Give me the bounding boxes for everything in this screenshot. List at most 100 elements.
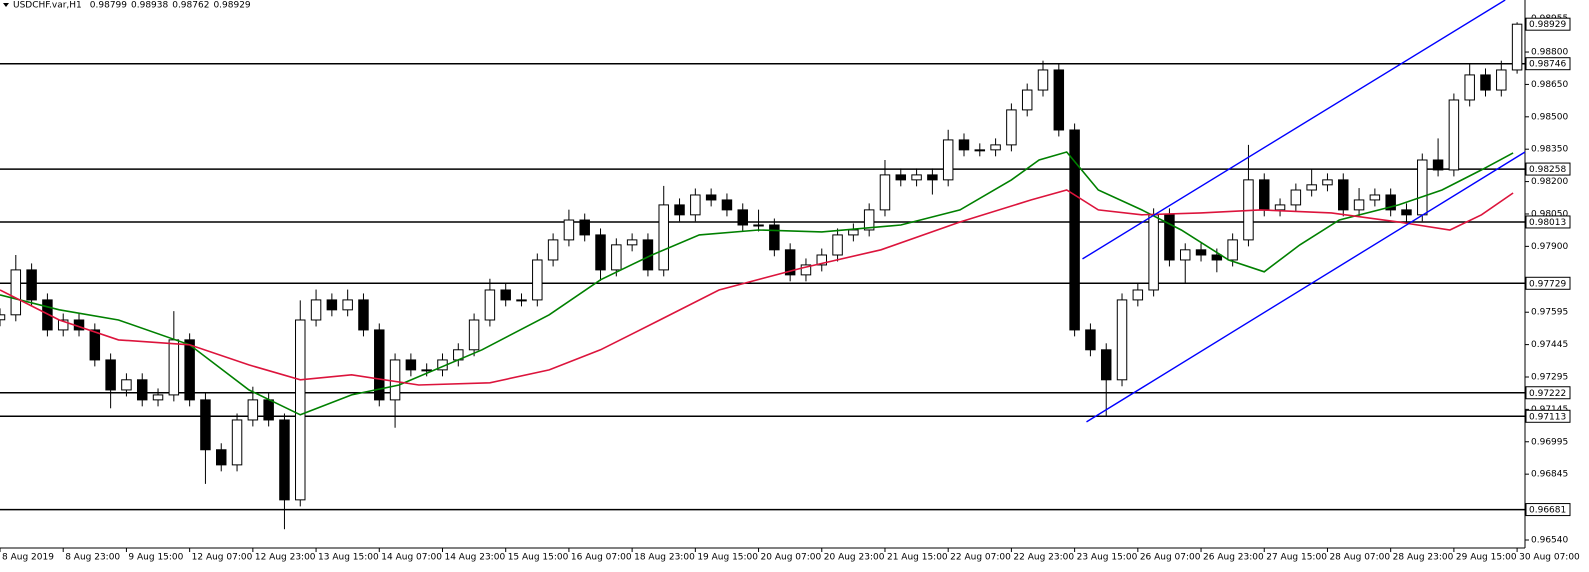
candle-body <box>1195 249 1207 256</box>
candle-body <box>1448 99 1460 171</box>
y-tick-label: 0.97595 <box>1531 308 1568 318</box>
moving-average <box>0 151 1514 416</box>
last-price-box <box>1525 17 1571 31</box>
level-label: 0.98013 <box>1529 218 1566 228</box>
y-tick-label: 0.98650 <box>1531 80 1568 90</box>
x-tick-label: 9 Aug 15:00 <box>128 553 183 563</box>
candle-body <box>832 234 843 256</box>
candle-body <box>753 224 764 227</box>
candle-body <box>1274 204 1286 211</box>
level-label: 0.97113 <box>1529 412 1566 422</box>
candle-body <box>26 269 37 301</box>
candle-body <box>1148 214 1159 291</box>
candle-body <box>879 174 891 211</box>
candle-body <box>626 239 638 246</box>
candle-body <box>1021 89 1033 111</box>
candle-body <box>721 199 733 211</box>
y-tick-label: 0.98200 <box>1531 177 1568 187</box>
level-box <box>1525 276 1571 290</box>
candle-body <box>216 449 227 466</box>
candle-body <box>405 359 417 371</box>
level-box <box>1525 162 1571 176</box>
candle-body <box>263 399 274 421</box>
candle-body <box>974 149 986 152</box>
candle-body <box>927 174 938 181</box>
candle-body <box>57 319 69 331</box>
candle-body <box>10 269 22 316</box>
candle-body <box>769 224 780 251</box>
candle-body <box>468 319 480 351</box>
candle-body <box>500 289 511 301</box>
level-label: 0.96681 <box>1529 506 1566 516</box>
candle-body <box>231 419 243 466</box>
candle-body <box>152 394 164 401</box>
x-tick-label: 26 Aug 23:00 <box>1203 553 1264 563</box>
candle-body <box>421 369 432 372</box>
trend-line <box>1082 0 1506 260</box>
y-tick-label: 0.96845 <box>1531 470 1568 480</box>
candle-body <box>1037 69 1049 91</box>
candle-body <box>848 229 859 236</box>
candle-body <box>1290 189 1302 206</box>
candle-body <box>42 299 53 331</box>
candle-body <box>1006 109 1017 146</box>
candle-body <box>1338 179 1349 211</box>
x-tick-label: 30 Aug 07:00 <box>1519 553 1580 563</box>
candle-body <box>121 379 132 391</box>
candle-body <box>1496 69 1507 91</box>
header-value: 0.98762 <box>172 1 209 11</box>
candle-body <box>1069 129 1080 331</box>
x-tick-label: 20 Aug 07:00 <box>761 553 822 563</box>
x-tick-label: 22 Aug 07:00 <box>950 553 1011 563</box>
candle-body <box>1322 179 1333 186</box>
candle-body <box>1385 194 1396 211</box>
level-box <box>1525 57 1571 71</box>
candle-body <box>800 264 812 276</box>
candle-body <box>326 299 338 311</box>
x-tick-label: 12 Aug 23:00 <box>255 553 316 563</box>
y-tick-label: 0.97445 <box>1531 340 1568 350</box>
x-tick-label: 15 Aug 15:00 <box>508 553 569 563</box>
level-label: 0.97729 <box>1529 279 1566 289</box>
y-tick-label: 0.96995 <box>1531 437 1568 447</box>
candle-body <box>1085 329 1096 351</box>
level-label: 0.97222 <box>1529 389 1566 399</box>
candle-body <box>516 299 527 302</box>
y-tick-label: 0.98500 <box>1531 112 1568 122</box>
y-tick-label: 0.97900 <box>1531 242 1568 252</box>
candle-body <box>168 339 180 396</box>
candle-body <box>563 219 575 241</box>
candle-body <box>279 419 290 501</box>
candle-body <box>911 174 922 181</box>
x-tick-label: 14 Aug 23:00 <box>444 553 505 563</box>
candle-body <box>784 249 796 276</box>
x-tick-label: 22 Aug 23:00 <box>1013 553 1074 563</box>
candle-body <box>942 139 954 181</box>
moving-average <box>0 189 1514 386</box>
last-price-label: 0.98929 <box>1529 20 1566 30</box>
x-tick-label: 28 Aug 23:00 <box>1393 553 1454 563</box>
x-tick-label: 16 Aug 07:00 <box>571 553 632 563</box>
x-tick-label: 29 Aug 15:00 <box>1456 553 1517 563</box>
candle-body <box>1164 214 1175 261</box>
y-tick-label: 0.98800 <box>1531 48 1568 58</box>
candle-body <box>247 399 259 421</box>
candle-body <box>1464 74 1475 101</box>
candle-body <box>484 289 496 321</box>
candle-body <box>200 399 211 451</box>
candle-body <box>1417 159 1428 216</box>
candle-body <box>1227 239 1238 261</box>
candle-body <box>705 194 717 201</box>
x-tick-label: 19 Aug 15:00 <box>697 553 758 563</box>
candle-body <box>1432 159 1444 171</box>
candle-body <box>863 209 875 231</box>
candle-body <box>358 299 369 331</box>
level-box <box>1525 503 1571 517</box>
candle-body <box>1353 199 1365 211</box>
candle-body <box>816 254 828 266</box>
candle-body <box>1369 194 1381 201</box>
level-box <box>1525 386 1571 400</box>
candle-body <box>184 339 195 401</box>
candle-body <box>310 299 322 321</box>
candle-body <box>0 314 6 321</box>
